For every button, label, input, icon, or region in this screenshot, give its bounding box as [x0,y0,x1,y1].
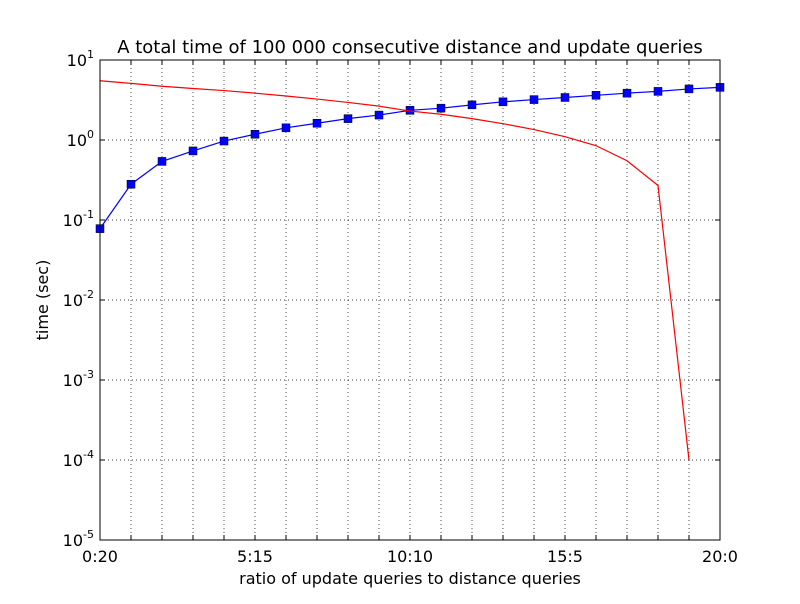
y-tick-label: 10-4 [63,448,94,470]
series-line-1 [99,80,690,461]
tick-layer: 101 100 10-1 10-2 10-3 10-4 10-50:20 5:15 10:10 1… [63,48,738,566]
x-tick-label: 20:0 [702,547,738,566]
series-marker-0 [312,118,322,128]
y-tick-label: 10-3 [63,368,94,390]
series-marker-0 [219,136,229,146]
series-marker-0 [188,146,198,156]
series-marker-0 [250,129,260,139]
y-tick-label: 10-2 [63,288,94,310]
grid-layer [99,59,721,541]
label-layer: A total time of 100 000 consecutive dist… [33,37,703,588]
series-marker-0 [498,97,508,107]
y-tick-label: 10-1 [63,208,94,230]
series-marker-0 [560,93,570,102]
series-marker-0 [157,157,167,166]
y-tick-label: 100 [67,128,94,150]
series-marker-0 [529,95,539,104]
series-marker-0 [467,100,477,110]
series-marker-0 [591,91,601,100]
series-marker-0 [281,123,291,133]
y-tick-label: 101 [67,48,94,70]
series-marker-0 [684,84,694,94]
series-marker-0 [126,179,136,189]
series-marker-0 [436,103,446,113]
series-layer [95,80,725,461]
series-marker-0 [653,87,663,96]
x-tick-label: 10:10 [387,547,433,566]
series-marker-0 [343,114,353,123]
series-marker-0 [374,110,384,120]
series-marker-0 [622,88,632,98]
x-tick-label: 0:20 [82,547,118,566]
chart-title: A total time of 100 000 consecutive dist… [117,37,703,58]
y-tick-label: 10-5 [63,528,94,550]
x-axis-label: ratio of update queries to distance quer… [239,569,581,588]
x-tick-label: 15:5 [547,547,583,566]
x-tick-label: 5:15 [237,547,273,566]
y-axis-label: time (sec) [33,260,52,341]
